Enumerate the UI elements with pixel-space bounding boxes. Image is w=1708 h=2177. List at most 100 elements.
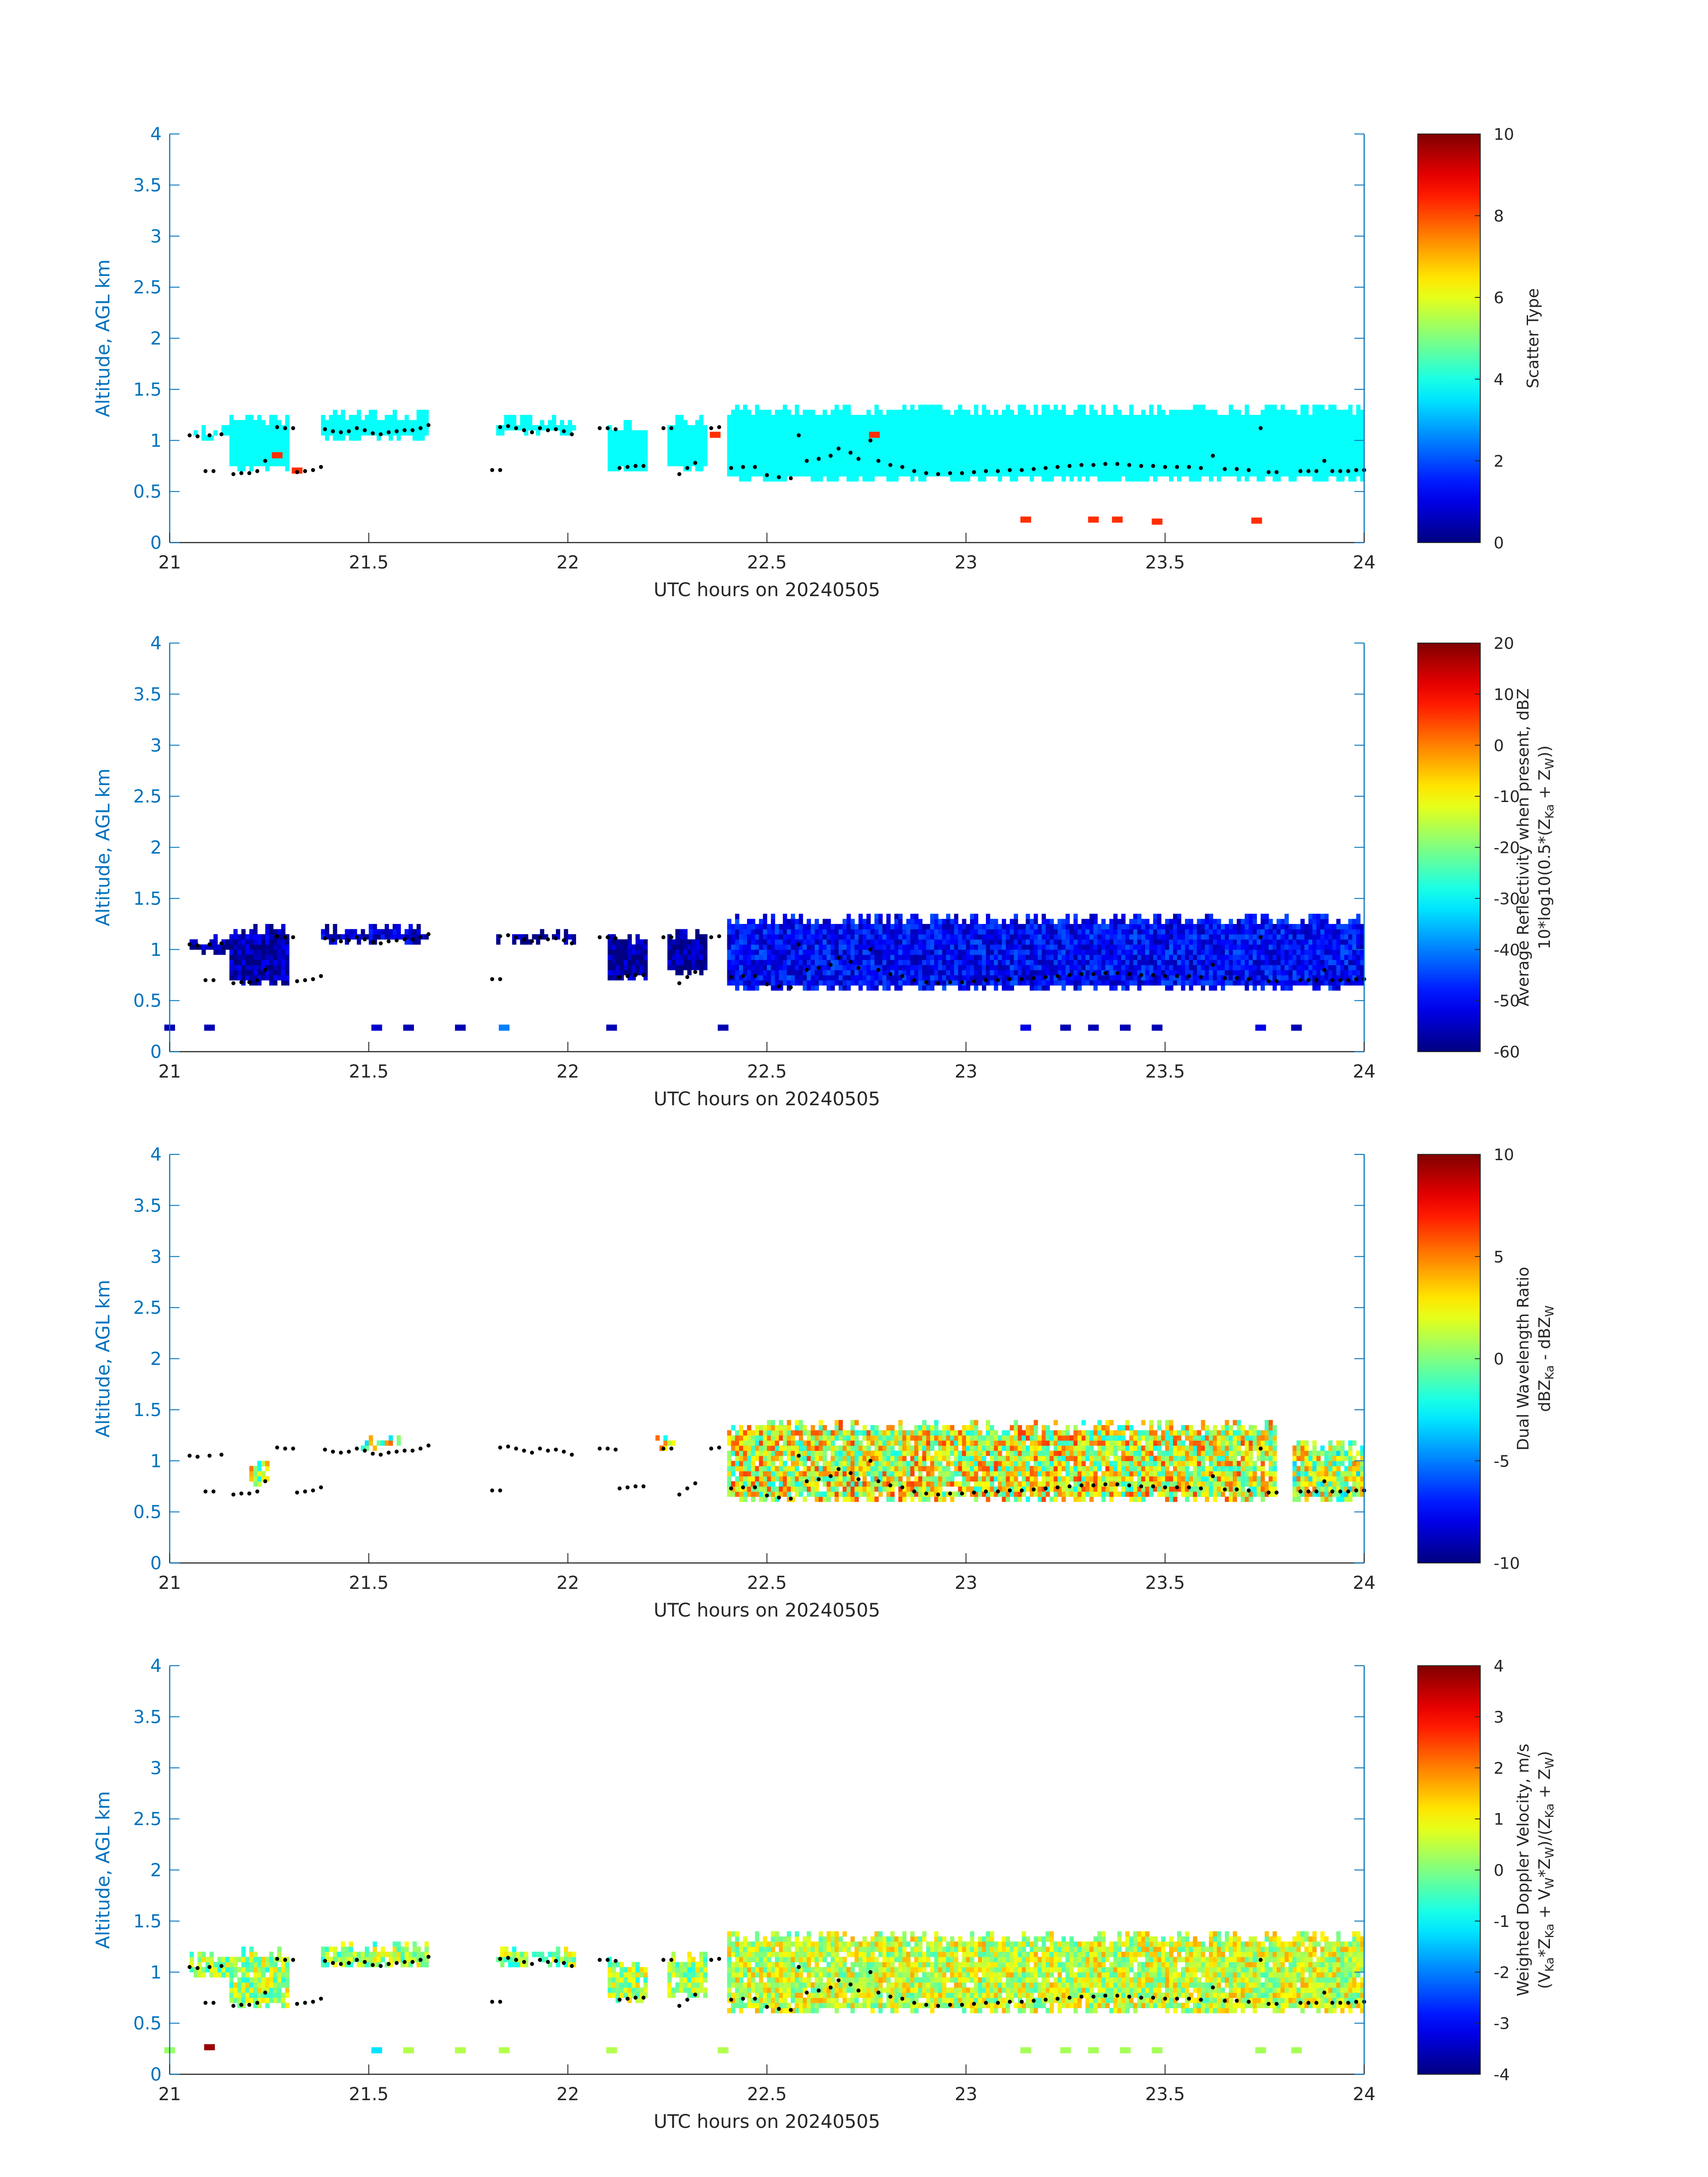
data-cell xyxy=(862,919,867,924)
data-cell xyxy=(1113,415,1118,421)
data-cell xyxy=(1129,934,1134,940)
data-cell xyxy=(806,420,811,426)
data-cell xyxy=(1053,415,1058,421)
data-cell xyxy=(783,914,787,919)
data-cell xyxy=(1236,409,1241,415)
data-cell xyxy=(1269,409,1273,415)
data-cell xyxy=(763,455,768,461)
data-cell xyxy=(974,409,978,415)
cloud-base-marker xyxy=(522,428,526,432)
data-cell xyxy=(791,455,795,461)
data-cell xyxy=(1296,440,1301,446)
data-cell xyxy=(1320,430,1325,436)
data-cell xyxy=(1193,476,1198,482)
data-cell xyxy=(1053,425,1058,430)
data-cell xyxy=(1153,954,1157,960)
data-cell xyxy=(277,445,282,451)
data-cell xyxy=(384,420,389,426)
data-cell xyxy=(217,949,222,955)
data-cell xyxy=(1201,954,1205,960)
data-cell xyxy=(1018,934,1022,940)
data-cell xyxy=(978,466,982,472)
data-cell xyxy=(1145,924,1150,930)
cloud-base-marker xyxy=(1322,459,1327,463)
data-cell xyxy=(823,929,827,935)
data-cell xyxy=(269,461,274,467)
data-cell xyxy=(1022,975,1026,981)
data-cell xyxy=(1065,455,1070,461)
data-cell xyxy=(950,440,955,446)
data-cell xyxy=(1221,954,1225,960)
data-cell xyxy=(1077,445,1082,451)
data-cell xyxy=(839,944,843,950)
data-cell xyxy=(1093,929,1098,935)
data-cell xyxy=(731,939,735,945)
data-cell xyxy=(1153,455,1157,461)
data-cell xyxy=(1165,420,1169,426)
data-cell xyxy=(918,960,923,965)
data-cell xyxy=(874,944,879,950)
data-cell xyxy=(842,451,847,456)
data-cell xyxy=(938,954,943,960)
data-cell xyxy=(1057,455,1062,461)
data-cell xyxy=(1209,919,1213,924)
data-cell xyxy=(1181,471,1186,476)
data-cell xyxy=(1308,471,1313,476)
data-cell xyxy=(639,939,644,945)
data-cell xyxy=(1022,409,1026,415)
data-cell xyxy=(751,934,756,940)
data-cell xyxy=(1069,975,1074,981)
data-cell xyxy=(1117,919,1122,924)
data-cell xyxy=(1292,466,1297,472)
data-cell xyxy=(201,425,206,430)
data-cell xyxy=(1300,425,1305,430)
data-cell xyxy=(842,975,847,981)
data-cell xyxy=(870,954,875,960)
data-cell xyxy=(1145,934,1150,940)
data-cell xyxy=(862,970,867,976)
data-cell xyxy=(552,934,556,940)
data-cell xyxy=(611,934,616,940)
data-cell xyxy=(878,970,883,976)
data-cell xyxy=(1109,934,1114,940)
data-cell xyxy=(245,440,250,446)
data-cell xyxy=(1193,924,1198,930)
data-cell xyxy=(1201,934,1205,940)
data-cell xyxy=(886,949,891,955)
data-cell xyxy=(1129,965,1134,970)
data-cell xyxy=(850,415,855,421)
data-cell xyxy=(1097,924,1102,930)
data-cell xyxy=(687,944,692,950)
data-cell xyxy=(1141,939,1146,945)
data-cell xyxy=(783,430,787,436)
cloud-base-marker xyxy=(1258,426,1263,430)
data-cell xyxy=(986,415,990,421)
data-cell xyxy=(1077,965,1082,970)
data-cell xyxy=(767,461,772,467)
data-cell xyxy=(839,975,843,981)
data-cell xyxy=(277,949,282,955)
data-cell xyxy=(675,425,680,430)
data-cell xyxy=(1197,471,1202,476)
data-cell xyxy=(806,975,811,981)
data-cell xyxy=(1217,415,1221,421)
cloud-base-marker xyxy=(1127,463,1132,467)
data-cell xyxy=(751,471,756,476)
data-cell xyxy=(787,954,791,960)
data-cell xyxy=(735,960,739,965)
data-cell xyxy=(1113,960,1118,965)
data-cell xyxy=(1105,420,1110,426)
data-cell xyxy=(699,944,704,950)
data-cell xyxy=(1018,461,1022,467)
data-cell xyxy=(257,435,262,441)
data-cell xyxy=(906,461,911,467)
data-cell xyxy=(731,415,735,421)
data-cell xyxy=(958,461,963,467)
data-cell xyxy=(1061,970,1066,976)
data-cell xyxy=(986,445,990,451)
data-cell xyxy=(1097,415,1102,421)
data-cell xyxy=(1153,476,1157,482)
data-cell xyxy=(1169,425,1173,430)
data-cell xyxy=(802,435,807,441)
data-cell xyxy=(898,980,903,986)
